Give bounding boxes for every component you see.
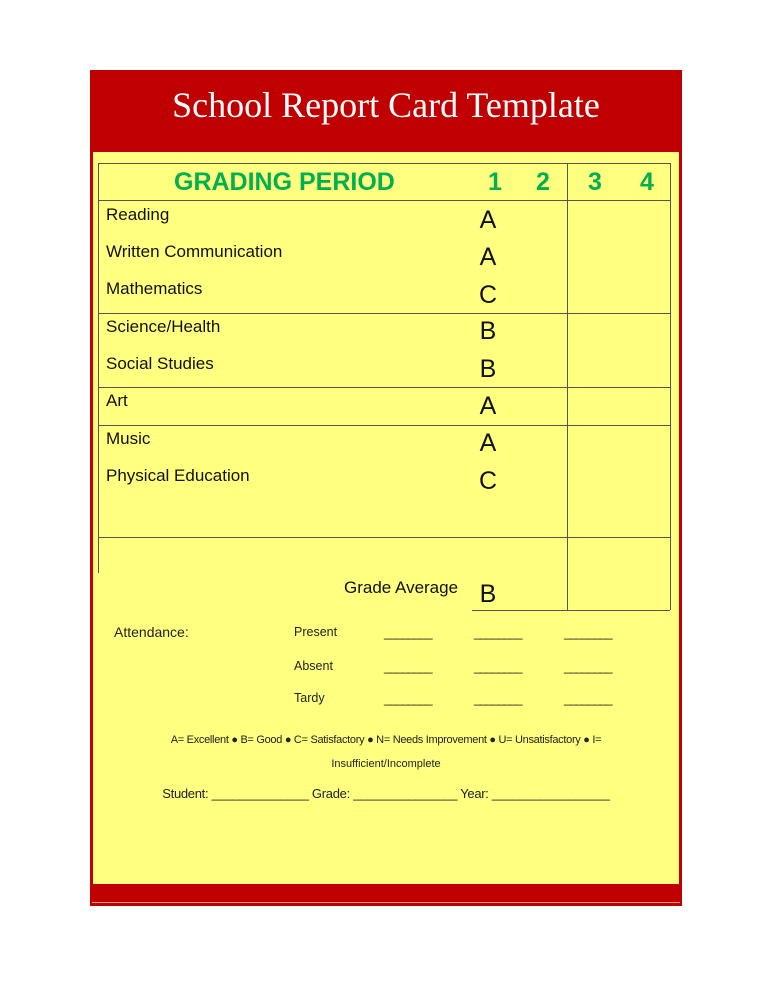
grade-value: B: [479, 317, 497, 345]
student-info-line: Student: ______________ Grade: _________…: [162, 786, 610, 801]
period-2-header: 2: [536, 168, 550, 196]
period-1-header: 1: [488, 168, 502, 196]
grade-value: A: [479, 429, 497, 457]
grading-legend: A= Excellent ● B= Good ● C= Satisfactory…: [170, 734, 602, 746]
period-4-header: 4: [640, 168, 654, 196]
subject-label: Reading: [106, 205, 170, 224]
subject-label: Music: [106, 429, 151, 448]
attendance-blank: ________: [474, 660, 523, 674]
attendance-blank: ________: [564, 660, 613, 674]
attendance-blank: ________: [384, 692, 433, 706]
attendance-blank: ________: [564, 692, 613, 706]
grade-value: B: [479, 355, 497, 383]
grade-value: A: [479, 392, 497, 420]
subject-label: Written Communication: [106, 242, 283, 261]
report-card-body: [93, 152, 679, 884]
grade-value: A: [479, 206, 497, 234]
subject-label: Art: [106, 391, 128, 410]
attendance-blank: ________: [564, 626, 613, 640]
subject-label: Science/Health: [106, 317, 221, 336]
subject-label: Social Studies: [106, 354, 214, 373]
attendance-present-label: Present: [294, 625, 338, 639]
attendance-blank: ________: [474, 692, 523, 706]
divider: [92, 902, 680, 903]
grade-value: A: [479, 243, 497, 271]
grading-legend-continued: Insufficient/Incomplete: [331, 758, 441, 770]
grade-value: C: [478, 467, 498, 495]
grade-average-value: B: [479, 580, 497, 608]
period-3-header: 3: [588, 168, 602, 196]
subject-label: Mathematics: [106, 279, 203, 298]
attendance-tardy-label: Tardy: [294, 691, 325, 705]
page-title: School Report Card Template: [172, 85, 600, 125]
attendance-absent-label: Absent: [294, 659, 333, 673]
grade-average-label: Grade Average: [344, 578, 459, 597]
attendance-label: Attendance:: [114, 624, 189, 640]
grade-value: C: [478, 281, 498, 309]
grading-period-header: GRADING PERIOD: [174, 168, 395, 196]
subject-label: Physical Education: [106, 466, 250, 485]
attendance-blank: ________: [474, 626, 523, 640]
attendance-blank: ________: [384, 660, 433, 674]
attendance-blank: ________: [384, 626, 433, 640]
